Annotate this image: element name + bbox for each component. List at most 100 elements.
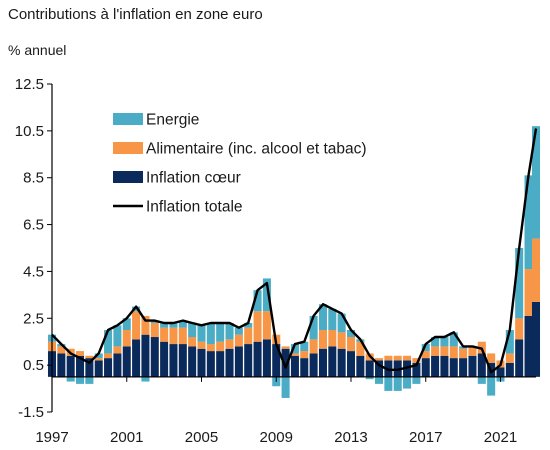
bar-energy-42 — [440, 337, 449, 347]
bar-food-29 — [318, 330, 327, 349]
bar-food-10 — [141, 315, 150, 335]
bar-energy-15 — [188, 322, 197, 338]
bar-food-18 — [216, 341, 225, 352]
bar-energy-50 — [515, 248, 524, 319]
bar-food-20 — [234, 334, 243, 347]
bar-energy-20 — [234, 327, 243, 335]
bar-food-14 — [178, 327, 187, 345]
bar-core-26 — [290, 355, 299, 377]
bar-core-45 — [468, 355, 477, 377]
bar-energy-51 — [524, 175, 533, 270]
bar-energy-22 — [253, 290, 262, 312]
y-tick-label-3: 4.5 — [23, 263, 44, 280]
bar-food-49 — [505, 353, 514, 363]
y-tick-label-6: 10.5 — [15, 123, 44, 140]
legend-label-headline: Inflation totale — [146, 199, 243, 216]
bar-food-22 — [253, 311, 262, 342]
bar-food-41 — [431, 346, 440, 356]
x-tick-label-2: 2005 — [185, 429, 218, 446]
bar-food-19 — [225, 339, 234, 349]
bar-core-10 — [141, 334, 150, 377]
y-axis-unit-label: % annuel — [8, 42, 67, 58]
bar-energy-40 — [421, 344, 430, 352]
bar-core-7 — [113, 353, 122, 377]
bar-core-11 — [150, 337, 159, 377]
legend-swatch-core — [113, 171, 143, 183]
bar-food-28 — [309, 339, 318, 354]
bar-energy-18 — [216, 322, 225, 342]
bar-core-14 — [178, 344, 187, 377]
x-tick-label-4: 2013 — [334, 429, 367, 446]
y-tick-label-1: 0.5 — [23, 357, 44, 374]
bar-food-40 — [421, 351, 430, 359]
bar-food-37 — [393, 355, 402, 361]
bar-core-24 — [272, 344, 281, 377]
bar-food-50 — [515, 318, 524, 340]
bar-core-13 — [169, 344, 178, 377]
bar-food-31 — [337, 332, 346, 349]
legend-swatch-food — [113, 142, 143, 154]
bar-core-50 — [515, 339, 524, 377]
bar-food-21 — [244, 327, 253, 345]
bar-food-6 — [104, 353, 113, 359]
bar-food-33 — [356, 341, 365, 356]
y-tick-label-0: -1.5 — [18, 404, 44, 421]
bar-food-13 — [169, 327, 178, 345]
bar-energy-7 — [113, 325, 122, 347]
bar-food-25 — [281, 346, 290, 349]
bar-core-39 — [412, 362, 421, 377]
bar-food-7 — [113, 346, 122, 354]
bar-energy-49 — [505, 330, 514, 354]
bar-energy-4 — [85, 376, 94, 384]
bar-core-35 — [375, 360, 384, 377]
bar-food-52 — [531, 238, 541, 302]
y-tick-label-7: 12.5 — [15, 76, 44, 93]
bar-food-32 — [346, 337, 356, 352]
bar-food-23 — [262, 311, 271, 340]
bar-energy-36 — [384, 376, 393, 391]
headline-inflation-line — [51, 128, 538, 374]
bar-food-5 — [94, 358, 103, 361]
bar-core-27 — [300, 358, 309, 377]
bar-energy-27 — [300, 341, 309, 352]
x-tick-label-0: 1997 — [35, 429, 68, 446]
bar-energy-5 — [94, 353, 103, 359]
legend-label-food: Alimentaire (inc. alcool et tabac) — [146, 141, 367, 158]
bar-energy-34 — [365, 376, 374, 380]
bar-energy-46 — [477, 376, 486, 384]
bar-core-48 — [496, 367, 505, 377]
bar-energy-21 — [244, 322, 253, 328]
bar-energy-12 — [160, 322, 169, 328]
bar-core-2 — [66, 355, 75, 377]
bar-energy-43 — [449, 332, 458, 347]
bar-food-42 — [440, 346, 449, 356]
bar-core-33 — [356, 355, 365, 377]
bar-food-35 — [375, 358, 384, 361]
bar-energy-39 — [412, 376, 421, 384]
bar-core-34 — [365, 360, 374, 377]
bar-core-41 — [431, 355, 440, 377]
bar-food-30 — [328, 330, 337, 347]
bar-core-8 — [122, 346, 131, 377]
bar-energy-52 — [531, 126, 541, 239]
bar-core-44 — [459, 358, 468, 377]
bar-energy-32 — [346, 330, 356, 338]
bar-core-29 — [318, 348, 327, 377]
bar-energy-35 — [375, 376, 384, 384]
bar-core-43 — [449, 358, 458, 377]
bar-energy-16 — [197, 325, 206, 342]
bar-energy-37 — [393, 376, 402, 391]
bar-food-44 — [459, 348, 468, 359]
bar-food-47 — [487, 353, 496, 363]
bar-energy-30 — [328, 308, 337, 330]
bar-food-45 — [468, 346, 477, 356]
bar-food-26 — [290, 353, 299, 356]
bar-energy-23 — [262, 278, 271, 312]
bar-energy-41 — [431, 337, 440, 347]
x-tick-label-1: 2001 — [110, 429, 143, 446]
bar-energy-2 — [66, 376, 75, 382]
bar-energy-19 — [225, 322, 234, 340]
bars-layer — [47, 126, 541, 398]
bar-food-17 — [206, 344, 215, 352]
